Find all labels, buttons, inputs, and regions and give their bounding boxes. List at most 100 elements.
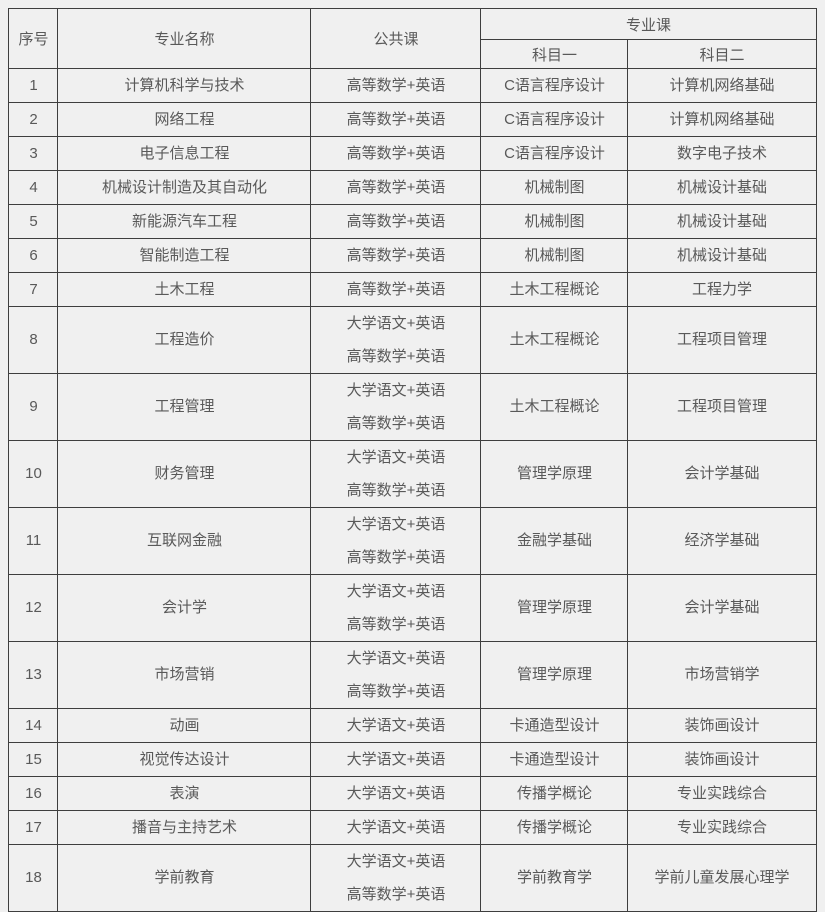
major-name-cell: 视觉传达设计 — [57, 742, 312, 777]
row-number-cell: 18 — [8, 844, 59, 912]
major-name-cell: 工程管理 — [57, 373, 312, 441]
public-course-cell: 高等数学+英语 — [310, 102, 482, 137]
subject2-cell: 装饰画设计 — [627, 708, 817, 743]
header-professional-course: 专业课 — [480, 8, 817, 40]
subject2-cell: 计算机网络基础 — [627, 102, 817, 137]
table-header: 序号 专业名称 公共课 专业课 科目一 科目二 — [8, 8, 817, 69]
public-course-cell: 大学语文+英语 — [310, 708, 482, 743]
major-name-cell: 计算机科学与技术 — [57, 68, 312, 103]
subject1-cell: C语言程序设计 — [480, 136, 629, 171]
public-course-line: 高等数学+英语 — [346, 683, 446, 700]
subject1-cell: 土木工程概论 — [480, 306, 629, 374]
public-course-line: 大学语文+英语 — [346, 583, 446, 600]
table-row: 10 财务管理 大学语文+英语 高等数学+英语 管理学原理 会计学基础 — [8, 440, 817, 508]
major-name-cell: 网络工程 — [57, 102, 312, 137]
public-course-line: 高等数学+英语 — [346, 281, 446, 298]
row-number-cell: 3 — [8, 136, 59, 171]
public-course-line: 高等数学+英语 — [346, 77, 446, 94]
table-row: 16 表演 大学语文+英语 传播学概论 专业实践综合 — [8, 776, 817, 811]
subject1-cell: C语言程序设计 — [480, 68, 629, 103]
subject2-cell: 计算机网络基础 — [627, 68, 817, 103]
table-row: 18 学前教育 大学语文+英语 高等数学+英语 学前教育学 学前儿童发展心理学 — [8, 844, 817, 912]
public-course-line: 高等数学+英语 — [346, 179, 446, 196]
major-name-cell: 互联网金融 — [57, 507, 312, 575]
major-name-cell: 学前教育 — [57, 844, 312, 912]
subject2-cell: 专业实践综合 — [627, 810, 817, 845]
public-course-cell: 大学语文+英语 — [310, 810, 482, 845]
public-course-cell: 大学语文+英语 — [310, 776, 482, 811]
public-course-cell: 大学语文+英语 高等数学+英语 — [310, 373, 482, 441]
subject1-cell: 传播学概论 — [480, 776, 629, 811]
row-number-cell: 1 — [8, 68, 59, 103]
major-name-cell: 土木工程 — [57, 272, 312, 307]
row-number-cell: 7 — [8, 272, 59, 307]
public-course-cell: 大学语文+英语 — [310, 742, 482, 777]
row-number-cell: 2 — [8, 102, 59, 137]
subject1-cell: 金融学基础 — [480, 507, 629, 575]
public-course-line: 高等数学+英语 — [346, 145, 446, 162]
major-name-cell: 机械设计制造及其自动化 — [57, 170, 312, 205]
public-course-line: 大学语文+英语 — [346, 717, 446, 734]
subject2-cell: 机械设计基础 — [627, 204, 817, 239]
subject2-cell: 数字电子技术 — [627, 136, 817, 171]
major-name-cell: 播音与主持艺术 — [57, 810, 312, 845]
row-number-cell: 12 — [8, 574, 59, 642]
table-row: 5 新能源汽车工程 高等数学+英语 机械制图 机械设计基础 — [8, 204, 817, 239]
header-row-top: 序号 专业名称 公共课 专业课 — [8, 8, 817, 69]
public-course-line: 高等数学+英语 — [346, 111, 446, 128]
table-row: 12 会计学 大学语文+英语 高等数学+英语 管理学原理 会计学基础 — [8, 574, 817, 642]
public-course-cell: 大学语文+英语 高等数学+英语 — [310, 844, 482, 912]
header-row-bottom: 科目一 科目二 — [9, 39, 817, 69]
subject2-cell: 机械设计基础 — [627, 238, 817, 273]
row-number-cell: 16 — [8, 776, 59, 811]
major-name-cell: 会计学 — [57, 574, 312, 642]
subject1-cell: 土木工程概论 — [480, 373, 629, 441]
subject2-cell: 装饰画设计 — [627, 742, 817, 777]
public-course-cell: 高等数学+英语 — [310, 170, 482, 205]
table-row: 7 土木工程 高等数学+英语 土木工程概论 工程力学 — [8, 272, 817, 307]
row-number-cell: 15 — [8, 742, 59, 777]
public-course-cell: 高等数学+英语 — [310, 272, 482, 307]
public-course-line: 大学语文+英语 — [346, 449, 446, 466]
major-name-cell: 动画 — [57, 708, 312, 743]
header-public-course: 公共课 — [310, 8, 482, 69]
major-name-cell: 表演 — [57, 776, 312, 811]
major-name-cell: 市场营销 — [57, 641, 312, 709]
subject2-cell: 会计学基础 — [627, 574, 817, 642]
subject2-cell: 经济学基础 — [627, 507, 817, 575]
table-row: 1 计算机科学与技术 高等数学+英语 C语言程序设计 计算机网络基础 — [8, 68, 817, 103]
public-course-line: 高等数学+英语 — [346, 348, 446, 365]
public-course-cell: 大学语文+英语 高等数学+英语 — [310, 641, 482, 709]
row-number-cell: 14 — [8, 708, 59, 743]
public-course-cell: 大学语文+英语 高等数学+英语 — [310, 574, 482, 642]
public-course-line: 大学语文+英语 — [346, 516, 446, 533]
major-name-cell: 工程造价 — [57, 306, 312, 374]
public-course-line: 高等数学+英语 — [346, 616, 446, 633]
subject2-cell: 工程力学 — [627, 272, 817, 307]
public-course-line: 高等数学+英语 — [346, 213, 446, 230]
row-number-cell: 8 — [8, 306, 59, 374]
subject2-cell: 学前儿童发展心理学 — [627, 844, 817, 912]
header-major-name: 专业名称 — [57, 8, 312, 69]
table-row: 4 机械设计制造及其自动化 高等数学+英语 机械制图 机械设计基础 — [8, 170, 817, 205]
row-number-cell: 13 — [8, 641, 59, 709]
major-name-cell: 电子信息工程 — [57, 136, 312, 171]
public-course-line: 高等数学+英语 — [346, 415, 446, 432]
header-subject1: 科目一 — [480, 39, 629, 69]
subject2-cell: 市场营销学 — [627, 641, 817, 709]
table-row: 6 智能制造工程 高等数学+英语 机械制图 机械设计基础 — [8, 238, 817, 273]
subject1-cell: 管理学原理 — [480, 641, 629, 709]
subject2-cell: 专业实践综合 — [627, 776, 817, 811]
subject1-cell: 机械制图 — [480, 238, 629, 273]
header-subject2: 科目二 — [627, 39, 817, 69]
subject2-cell: 工程项目管理 — [627, 373, 817, 441]
public-course-cell: 高等数学+英语 — [310, 68, 482, 103]
public-course-line: 大学语文+英语 — [346, 819, 446, 836]
public-course-line: 大学语文+英语 — [346, 382, 446, 399]
subject2-cell: 工程项目管理 — [627, 306, 817, 374]
subject1-cell: 卡通造型设计 — [480, 742, 629, 777]
public-course-cell: 大学语文+英语 高等数学+英语 — [310, 440, 482, 508]
table-row: 3 电子信息工程 高等数学+英语 C语言程序设计 数字电子技术 — [8, 136, 817, 171]
row-number-cell: 11 — [8, 507, 59, 575]
